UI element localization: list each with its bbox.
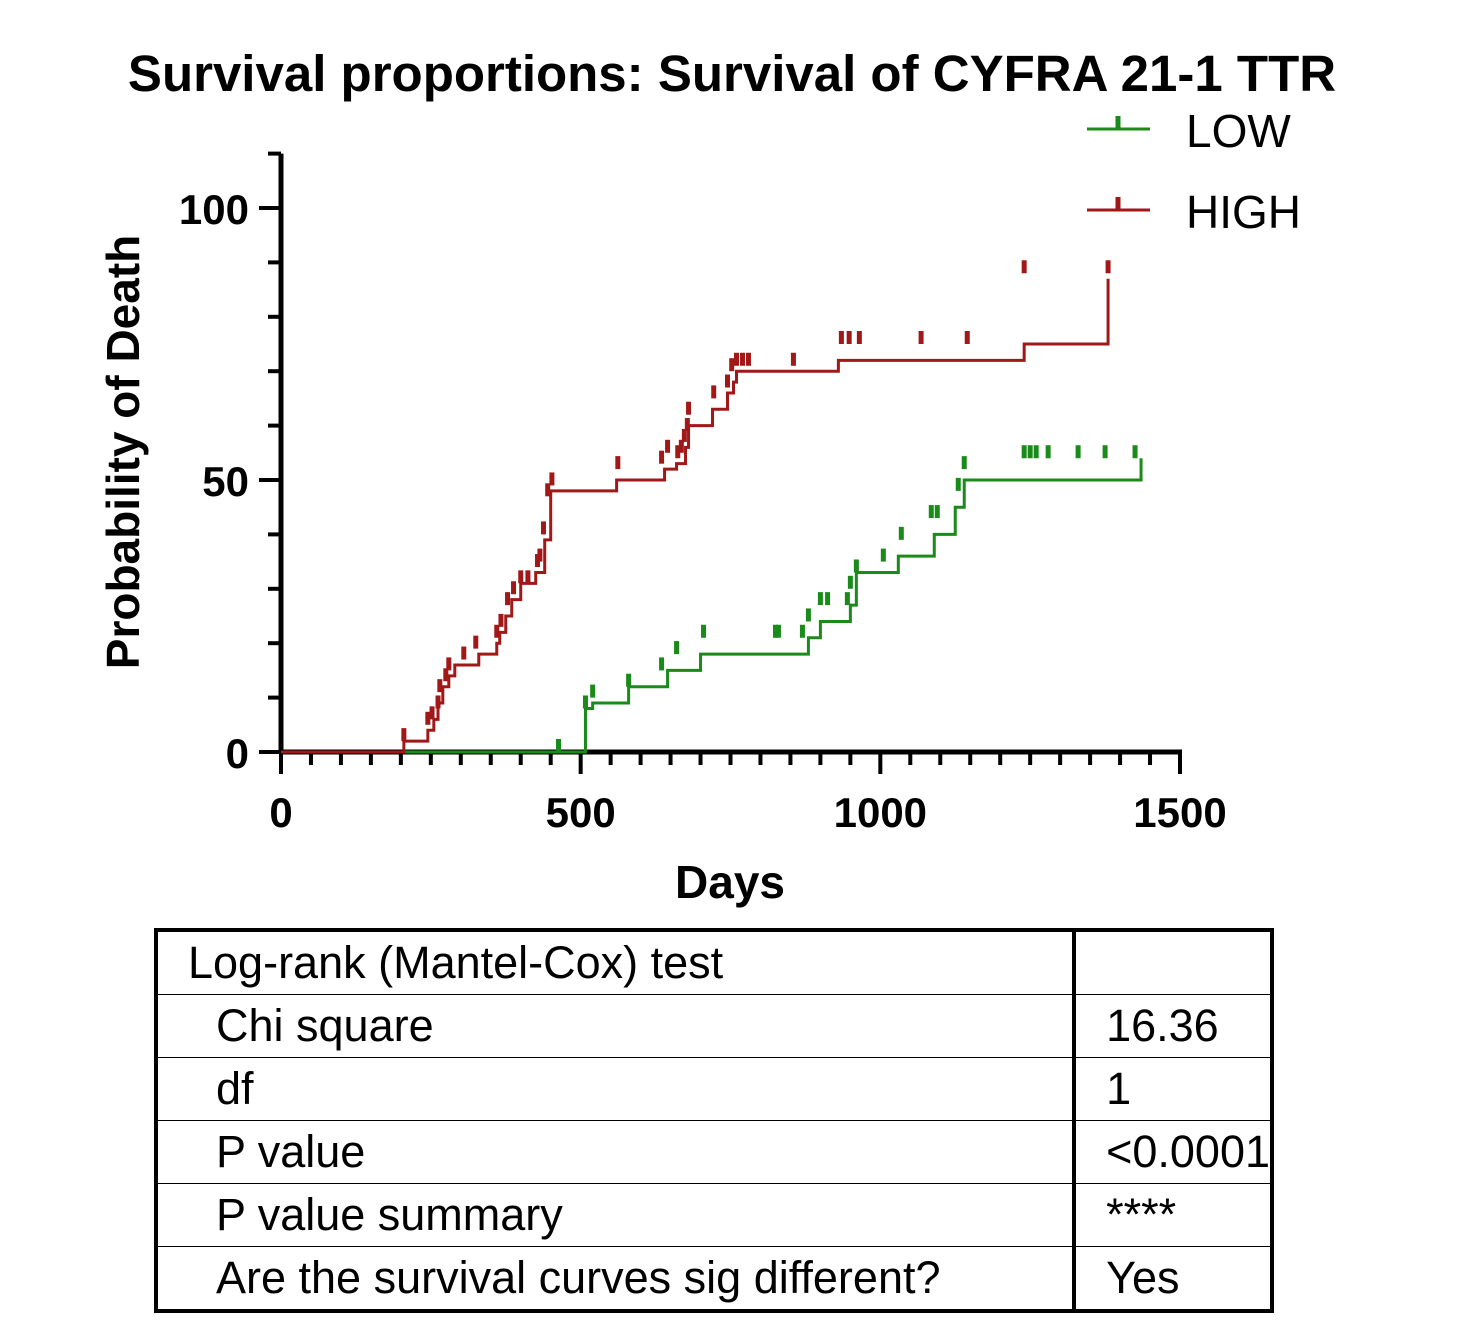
y-tick-label: 0 — [226, 730, 249, 777]
table-row: Are the survival curves sig different? Y… — [156, 1246, 1272, 1311]
x-tick-label: 1500 — [1133, 789, 1226, 836]
survival-curves — [281, 260, 1143, 754]
series-line-high — [281, 278, 1110, 754]
legend-label: LOW — [1186, 105, 1291, 157]
row-value: <0.0001 — [1072, 1120, 1272, 1184]
legend-label: HIGH — [1186, 186, 1301, 238]
log-rank-test-table: Log-rank (Mantel-Cox) test Chi square 16… — [154, 928, 1274, 1313]
row-label: P value summary — [156, 1183, 1075, 1247]
x-tick-label: 500 — [546, 789, 616, 836]
y-tick-label: 50 — [202, 458, 249, 505]
row-value: 1 — [1072, 1057, 1272, 1121]
legend-item-high: HIGH — [1087, 186, 1301, 238]
row-value: **** — [1072, 1183, 1272, 1247]
table-row: Chi square 16.36 — [156, 994, 1272, 1058]
x-tick-label: 0 — [269, 789, 292, 836]
legend-item-low: LOW — [1087, 105, 1291, 157]
row-label: df — [156, 1057, 1075, 1121]
chart-title: Survival proportions: Survival of CYFRA … — [127, 45, 1337, 102]
table-row: P value summary **** — [156, 1183, 1272, 1247]
survival-plot: 0 50 100 0 500 1000 1500 LOW HIGH Days Probabi… — [97, 105, 1301, 908]
row-label: Chi square — [156, 994, 1075, 1058]
row-value: 16.36 — [1072, 994, 1272, 1058]
y-tick-label: 100 — [179, 186, 249, 233]
row-label: P value — [156, 1120, 1075, 1184]
table-header-label: Log-rank (Mantel-Cox) test — [156, 930, 1075, 995]
row-value: Yes — [1072, 1246, 1272, 1311]
legend: LOW HIGH — [1087, 105, 1301, 238]
series-line-low — [281, 458, 1143, 754]
x-tick-label: 1000 — [834, 789, 927, 836]
x-axis: 0 500 1000 1500 — [269, 749, 1227, 836]
table-row: P value <0.0001 — [156, 1120, 1272, 1184]
x-axis-label: Days — [675, 856, 785, 908]
row-label: Are the survival curves sig different? — [216, 1252, 941, 1303]
table-header-value — [1072, 930, 1272, 995]
table-header-row: Log-rank (Mantel-Cox) test — [156, 930, 1272, 995]
y-axis-label: Probability of Death — [97, 235, 149, 669]
table-row: df 1 — [156, 1057, 1272, 1121]
y-axis: 0 50 100 — [179, 151, 284, 777]
